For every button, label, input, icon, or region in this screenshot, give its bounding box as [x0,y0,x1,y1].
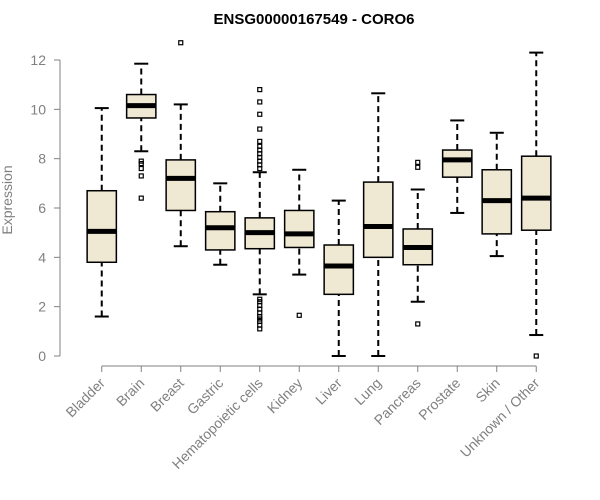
y-axis-label: Expression [0,165,15,234]
outlier-point [138,165,144,172]
box-hematopoietic-cells [244,86,276,332]
box-lung [362,92,394,357]
outlier-point [257,296,263,302]
x-tick-label: Liver [312,375,345,408]
x-tick-label: Kidney [264,375,306,417]
box-kidney [283,168,315,318]
x-tick-label: Prostate [415,375,463,423]
iqr-box [283,209,315,249]
box-skin [481,131,513,258]
chart-title: ENSG00000167549 - CORO6 [214,11,415,28]
box-breast [165,40,197,248]
outlier-point [257,99,263,105]
outlier-point [257,138,263,144]
y-tick-label: 8 [38,151,46,167]
iqr-box [204,210,236,251]
iqr-box [165,159,197,212]
box-unknown-other [520,51,552,359]
outlier-point [415,321,421,327]
iqr-box [86,189,118,264]
outlier-point [138,195,144,201]
outlier-point [296,312,302,318]
y-tick-label: 4 [38,249,46,265]
outlier-point [257,126,263,132]
outlier-point [257,143,263,149]
x-tick-label: Bladder [62,375,108,421]
iqr-box [441,149,473,178]
outlier-point [415,164,421,170]
y-tick-label: 2 [38,299,46,315]
x-tick-label: Skin [472,375,503,406]
y-tick-label: 0 [38,348,46,364]
y-axis: 0 2 4 6 8 10 12 [30,52,61,364]
iqr-box [362,181,394,259]
y-tick-label: 12 [30,52,46,68]
outlier-point [533,353,539,359]
box-series [86,40,552,359]
outlier-point [257,86,263,93]
outlier-point [178,40,184,46]
y-tick-label: 6 [38,200,46,216]
outlier-point [138,158,144,164]
outlier-point [138,173,144,179]
box-prostate [441,119,473,214]
box-liver [323,199,355,357]
iqr-box [323,244,355,296]
y-tick-label: 10 [30,101,46,117]
box-brain [125,62,157,201]
x-tick-label: Brain [113,375,147,409]
box-bladder [86,107,118,318]
outlier-point [415,159,421,165]
x-tick-label: Breast [147,375,187,415]
box-pancreas [402,159,434,327]
box-gastric [204,182,236,266]
outlier-point [257,111,263,117]
iqr-box [520,155,552,231]
x-tick-label: Lung [351,375,384,408]
